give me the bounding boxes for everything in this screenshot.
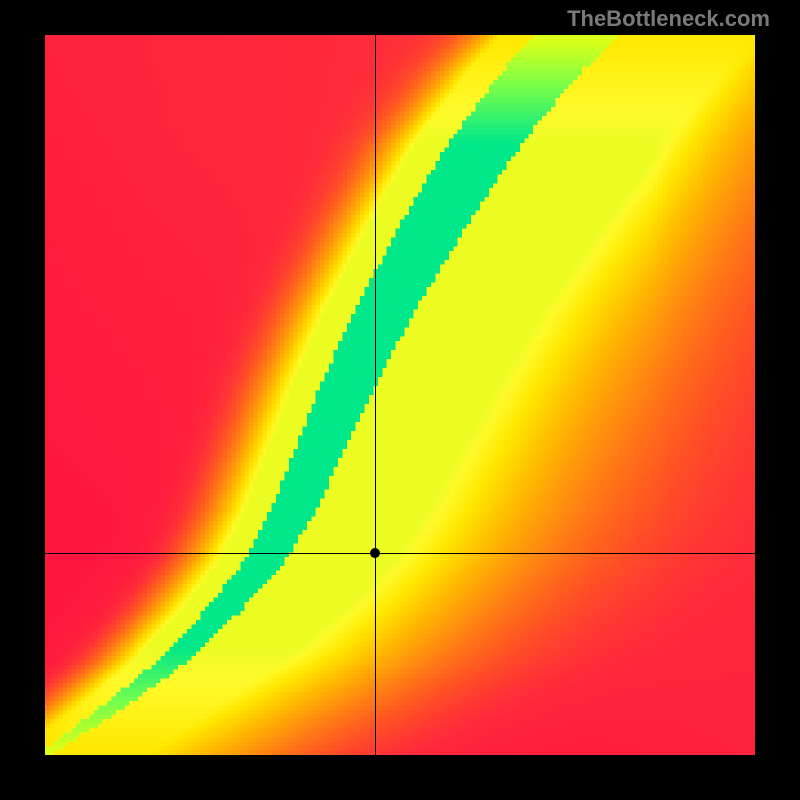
plot-area <box>45 35 755 755</box>
crosshair-marker <box>370 548 380 558</box>
crosshair-horizontal <box>45 553 755 554</box>
crosshair-vertical <box>375 35 376 755</box>
heatmap-canvas <box>45 35 755 755</box>
source-watermark: TheBottleneck.com <box>567 6 770 32</box>
